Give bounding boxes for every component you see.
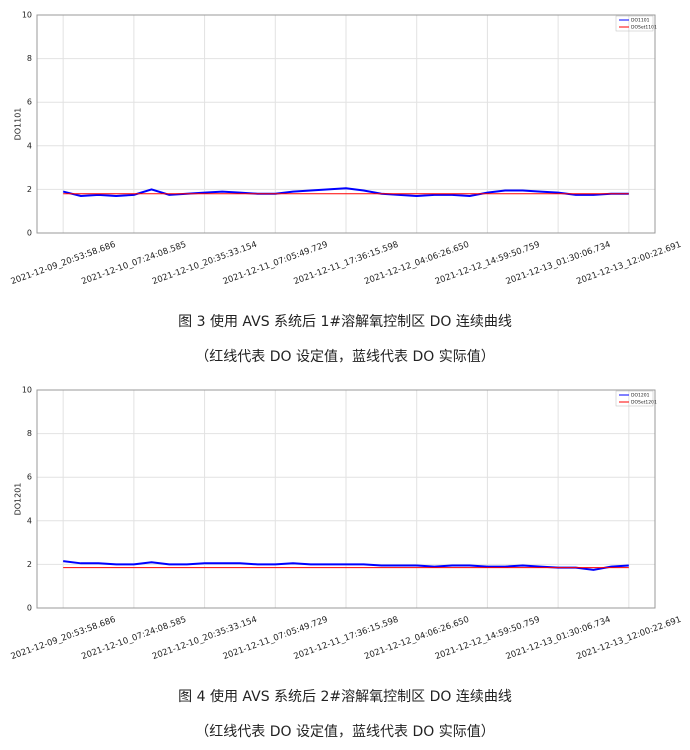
y-tick-label: 6: [27, 98, 32, 107]
legend-label: DO1201: [631, 393, 650, 399]
figure-caption: 图 3 使用 AVS 系统后 1#溶解氧控制区 DO 连续曲线: [178, 313, 512, 330]
legend-label: DOSet1101: [631, 25, 657, 31]
legend-label: DO1101: [631, 18, 650, 24]
y-tick-label: 10: [22, 11, 32, 20]
y-tick-label: 4: [27, 516, 32, 525]
y-tick-label: 6: [27, 473, 32, 482]
figure-note: （红线代表 DO 设定值，蓝线代表 DO 实际值）: [195, 724, 494, 740]
y-axis-label: DO1201: [14, 483, 23, 516]
series-line: [63, 560, 629, 571]
plot-frame: [36, 389, 656, 609]
y-tick-label: 8: [27, 429, 32, 438]
legend-label: DOSet1201: [631, 400, 657, 406]
plot-frame: [36, 14, 656, 234]
y-tick-label: 8: [27, 54, 32, 63]
y-tick-label: 0: [27, 229, 32, 238]
figure-caption: 图 4 使用 AVS 系统后 2#溶解氧控制区 DO 连续曲线: [178, 688, 512, 705]
y-tick-label: 2: [27, 185, 32, 194]
y-axis-label: DO1101: [14, 108, 23, 141]
figure-note: （红线代表 DO 设定值，蓝线代表 DO 实际值）: [195, 349, 494, 365]
legend-box: [615, 15, 654, 32]
y-tick-label: 2: [27, 560, 32, 569]
y-tick-label: 10: [22, 386, 32, 395]
legend-box: [615, 390, 654, 407]
series-line: [62, 187, 629, 197]
y-tick-label: 0: [27, 604, 32, 613]
y-tick-label: 4: [27, 141, 32, 150]
